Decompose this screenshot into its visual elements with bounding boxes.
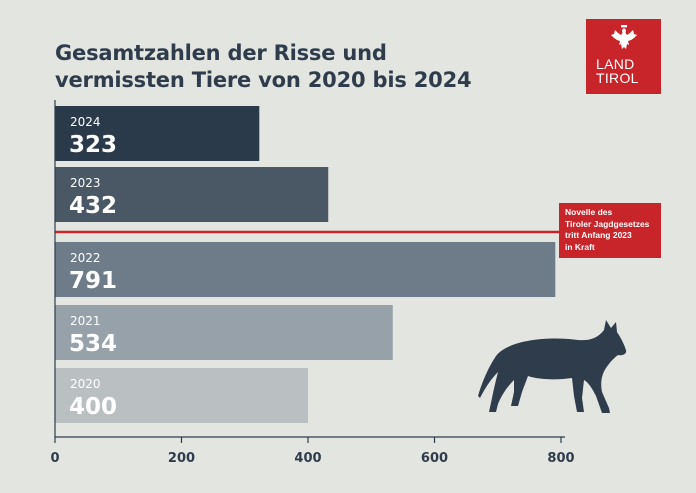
bar-2022 <box>55 242 556 297</box>
x-axis: 0 200 400 600 800 <box>50 100 575 466</box>
x-tick-label: 0 <box>50 451 59 466</box>
x-tick-label: 400 <box>294 451 321 466</box>
bar-category-label: 2020 <box>70 377 101 391</box>
bar-value-label: 791 <box>69 268 117 294</box>
bar-value-label: 323 <box>69 132 117 158</box>
bar-category-label: 2021 <box>70 314 101 328</box>
annotation-line-2: Tiroler Jagdgesetzes <box>565 218 650 229</box>
chart-title-line-1: Gesamtzahlen der Risse und <box>55 41 387 65</box>
bar-value-label: 400 <box>69 394 117 420</box>
logo-line-1: LAND <box>596 56 635 72</box>
bar-category-label: 2023 <box>70 176 101 190</box>
bar-2024 <box>55 106 260 161</box>
logo-wordmark: LAND TIROL <box>596 57 656 85</box>
annotation-line-1: Novelle des <box>565 207 613 217</box>
wolf-icon <box>478 320 627 413</box>
bar-2020 <box>55 368 308 423</box>
x-tick-label: 600 <box>421 451 448 466</box>
bars: 2024 323 2023 432 2022 791 2021 534 2020 400 <box>55 106 556 423</box>
x-tick-label: 200 <box>168 451 195 466</box>
bar-value-label: 534 <box>69 331 117 357</box>
chart-title-line-2: vermissten Tiere von 2020 bis 2024 <box>55 68 472 92</box>
bar-2023 <box>55 167 329 222</box>
logo-line-2: TIROL <box>596 70 639 86</box>
tyrolean-eagle-icon <box>611 25 637 49</box>
x-tick-label: 800 <box>547 451 574 466</box>
annotation-box: Novelle des Tiroler Jagdgesetzes tritt A… <box>559 203 661 258</box>
bar-2021 <box>55 305 393 360</box>
annotation-line-4: in Kraft <box>565 241 595 252</box>
bar-category-label: 2024 <box>70 115 101 129</box>
bar-category-label: 2022 <box>70 251 101 265</box>
annotation-line-3: tritt Anfang 2023 <box>565 230 632 240</box>
chart-title: Gesamtzahlen der Risse und vermissten Ti… <box>55 40 472 94</box>
land-tirol-logo: LAND TIROL <box>586 19 661 94</box>
bar-value-label: 432 <box>69 193 117 219</box>
